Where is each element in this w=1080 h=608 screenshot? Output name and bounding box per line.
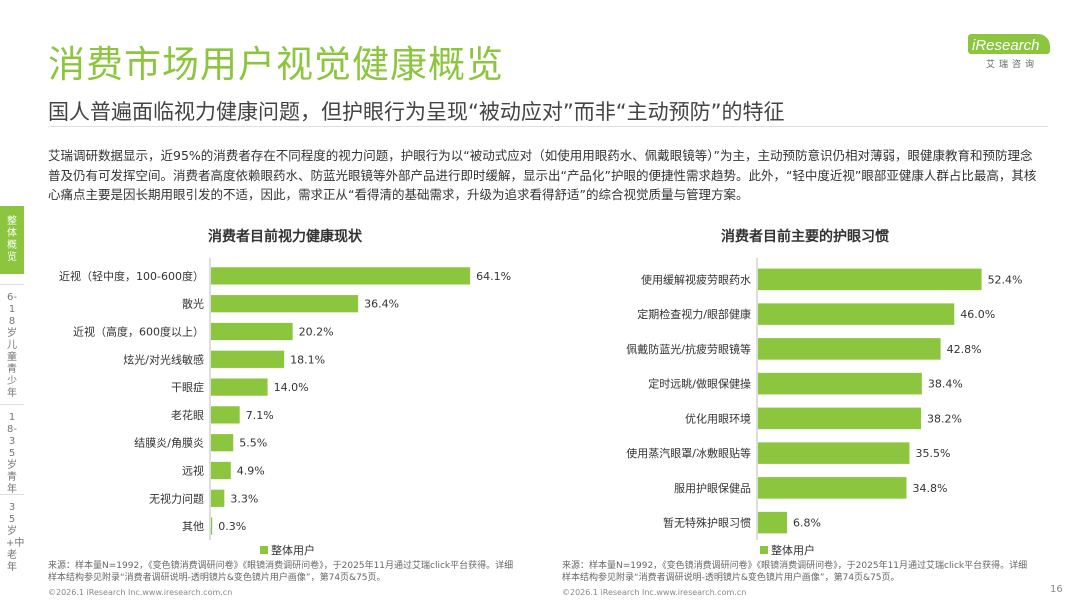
category-label: 散光 [182,297,204,311]
value-label: 46.0% [960,308,995,321]
value-label: 3.3% [230,492,258,505]
side-tab-youth[interactable]: 18-35岁青年 [0,410,24,495]
value-label: 38.4% [928,378,963,391]
bar [758,372,922,395]
footer-copyright-right: ©2026.1 iResearch Inc.www.iresearch.com.… [562,588,747,597]
bar [211,322,293,341]
category-label: 佩戴防蓝光/抗疲劳眼镜等 [626,342,751,356]
source-note-left: 来源：样本量N=1992，《变色镜消费调研问卷》《眼镜消费调研问卷》，于2025… [48,561,514,583]
source-note-right: 来源：样本量N=1992，《变色镜消费调研问卷》《眼镜消费调研问卷》，于2025… [562,561,1028,583]
side-tab-label: 35岁+中老年 [6,502,25,573]
page-subtitle: 国人普遍面临视力健康问题，但护眼行为呈现“被动应对”而非“主动预防”的特征 [48,100,785,124]
bar [211,461,231,480]
value-label: 34.8% [912,482,947,495]
category-label: 定时远眺/做眼保健操 [648,377,751,391]
value-label: 5.5% [239,437,267,450]
bar [211,406,240,424]
value-label: 20.2% [299,326,334,339]
value-label: 36.4% [364,298,399,311]
value-label: 6.8% [793,517,821,530]
bar [211,434,234,452]
category-label: 定期检查视力/眼部健康 [637,307,751,321]
category-label: 暂无特殊护眼习惯 [663,516,751,530]
value-label: 14.0% [274,381,309,394]
value-label: 38.2% [927,412,962,425]
value-label: 18.1% [290,353,325,366]
category-label: 其他 [182,520,204,533]
value-label: 52.4% [988,273,1023,286]
side-tab-label: 18-35岁青年 [7,412,17,495]
bar [758,407,921,430]
value-label: 42.8% [947,343,982,356]
side-tab-senior[interactable]: 35岁+中老年 [0,500,24,578]
bar [211,350,285,368]
bar [758,442,910,464]
side-divider [0,494,24,495]
bar [211,489,225,507]
bar [211,267,471,285]
bar [758,338,941,360]
logo-subtitle: 艾瑞咨询 [986,60,1039,70]
side-tab-label: 6-18岁儿童青少年 [7,292,17,399]
side-tab-label: 整体概览 [7,216,17,263]
category-label: 远视 [182,464,204,478]
category-label: 服用护眼保健品 [674,481,751,495]
bar [211,378,268,396]
header-divider [48,126,1048,127]
value-label: 64.1% [476,270,511,283]
value-label: 7.1% [246,409,274,422]
bar [211,295,359,313]
bar [758,511,788,534]
category-label: 使用缓解视疲劳眼药水 [641,272,751,286]
chart-title: 消费者目前主要的护眼习惯 [721,228,889,245]
bar [758,268,982,291]
category-label: 使用蒸汽眼罩/冰敷眼贴等 [626,446,751,460]
logo-text: iResearch [972,37,1040,54]
intro-paragraph: 艾瑞调研数据显示，近95%的消费者存在不同程度的视力问题，护眼行为以“被动式应对… [48,148,1037,202]
side-tab-overview[interactable]: 整体概览 [0,206,24,274]
footer-copyright-left: ©2026.1 iResearch Inc.www.iresearch.com.… [48,588,233,597]
category-label: 优化用眼环境 [685,411,751,425]
category-label: 干眼症 [171,380,204,394]
page-title: 消费市场用户视觉健康概览 [48,43,504,86]
category-label: 老花眼 [171,409,204,422]
legend-label: 整体用户 [771,543,815,557]
category-label: 近视（轻中度，100-600度） [59,269,204,283]
logo-badge: iResearch [968,34,1050,54]
legend-label: 整体用户 [271,543,315,557]
bar [211,517,213,535]
value-label: 35.5% [915,447,950,460]
bar [758,477,907,499]
value-label: 0.3% [218,520,246,533]
category-label: 近视（高度，600度以上） [73,325,204,339]
side-divider [0,284,24,285]
chart-title: 消费者目前视力健康现状 [208,228,363,245]
category-label: 炫光/对光线敏感 [123,352,204,366]
side-divider [0,404,24,405]
page-number: 16 [1050,584,1063,595]
legend-swatch [760,546,768,554]
iresearch-logo: iResearch 艾瑞咨询 [958,26,1058,74]
legend-swatch [260,546,268,554]
category-label: 无视力问题 [149,491,204,505]
side-tab-children[interactable]: 6-18岁儿童青少年 [0,290,24,400]
bar [758,303,955,325]
category-label: 结膜炎/角膜炎 [134,437,204,450]
value-label: 4.9% [237,465,265,478]
